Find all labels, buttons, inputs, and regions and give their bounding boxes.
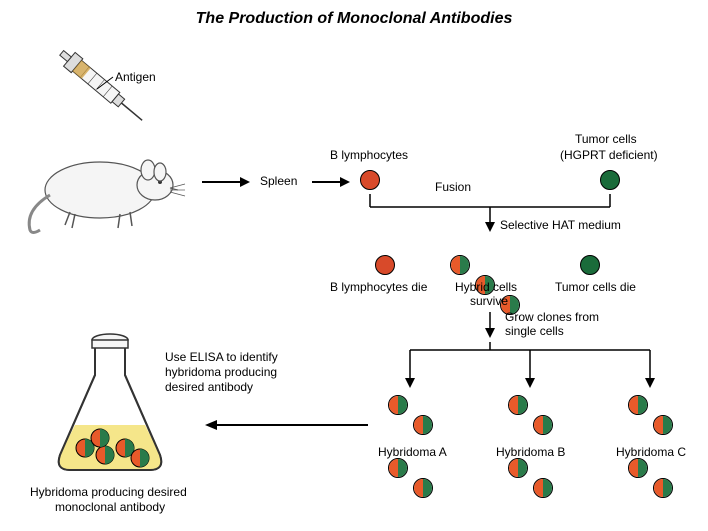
hat-label: Selective HAT medium	[500, 218, 621, 234]
b-die-label: B lymphocytes die	[330, 280, 427, 296]
elisa-label-2: hybridoma producing	[165, 365, 277, 381]
hybrid-cells-group	[450, 255, 530, 275]
tumor-die-cell	[580, 255, 600, 275]
hybridoma-a-label: Hybridoma A	[378, 445, 447, 461]
survive-label: survive	[470, 294, 508, 310]
tumor-die-label: Tumor cells die	[555, 280, 636, 296]
hybridoma-c-cells	[625, 395, 680, 440]
antigen-label: Antigen	[115, 70, 156, 86]
b-lymph-label: B lymphocytes	[330, 148, 408, 164]
single-cells-label: single cells	[505, 324, 564, 340]
mouse-illustration	[20, 140, 190, 240]
spleen-label: Spleen	[260, 174, 297, 190]
hybridoma-a-cells	[385, 395, 440, 440]
flask-label-2: monoclonal antibody	[55, 500, 165, 516]
arrow-mouse-spleen	[200, 172, 250, 192]
arrow-to-flask	[200, 415, 370, 435]
arrow-spleen-bcell	[310, 172, 350, 192]
branch-arrows	[400, 340, 660, 390]
tumor-cells-label: Tumor cells	[575, 132, 637, 148]
elisa-label-1: Use ELISA to identify	[165, 350, 278, 366]
hgprt-label: (HGPRT deficient)	[560, 148, 658, 164]
hybridoma-c-label: Hybridoma C	[616, 445, 686, 461]
flask-illustration	[40, 330, 180, 480]
fusion-label: Fusion	[435, 180, 471, 196]
hybridoma-b-cells	[505, 395, 560, 440]
antigen-leader	[95, 75, 115, 95]
b-die-cell	[375, 255, 395, 275]
diagram-title: The Production of Monoclonal Antibodies	[0, 10, 708, 28]
arrow-hybrid-down	[480, 310, 500, 338]
tumor-cell	[600, 170, 620, 190]
hybridoma-b-label: Hybridoma B	[496, 445, 565, 461]
b-lymphocyte-cell	[360, 170, 380, 190]
flask-label-1: Hybridoma producing desired	[30, 485, 187, 501]
